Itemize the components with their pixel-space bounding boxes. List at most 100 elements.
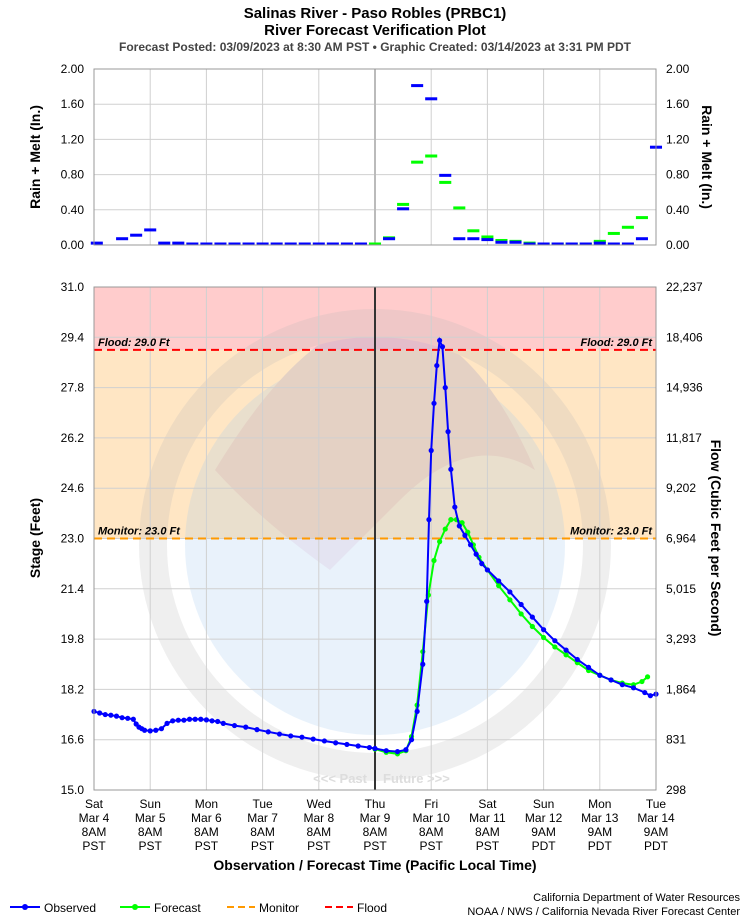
precip-panel: 0.00 0.40 0.80 1.20 1.60 2.00 0.00 0.40 0.80 1.2… [27, 62, 715, 252]
observed-point [321, 738, 328, 744]
x-tick-line: 9AM [531, 825, 556, 839]
observed-point [164, 720, 170, 726]
precip-tick-left: 1.60 [61, 97, 85, 111]
observed-point [276, 731, 283, 737]
forecast-point [529, 623, 535, 630]
flow-tick-right: 9,202 [666, 481, 696, 495]
stage-tick-left: 15.0 [61, 783, 85, 797]
observed-point [426, 517, 432, 523]
observed-point [630, 685, 637, 691]
observed-series-points [91, 337, 659, 755]
x-tick-line: 8AM [475, 825, 500, 839]
observed-point [366, 744, 372, 751]
chart-title-line1: Salinas River - Paso Robles (PRBC1) [244, 5, 507, 22]
observed-point [585, 664, 592, 670]
x-tick-line: Fri [424, 797, 438, 811]
legend-monitor-label: Monitor [259, 901, 299, 915]
legend-item-forecast: Forecast [120, 901, 201, 915]
observed-point [310, 736, 316, 742]
x-tick-line: Mar 12 [525, 811, 563, 825]
observed-point [113, 713, 120, 719]
observed-point [428, 447, 434, 454]
credit-line1: California Department of Water Resources [533, 892, 740, 904]
x-tick-line: 8AM [194, 825, 219, 839]
observed-point [647, 693, 653, 699]
observed-point [507, 589, 513, 595]
credit-line2: NOAA / NWS / California Nevada River For… [467, 906, 740, 918]
x-tick-label: Sun Mar 5 8AM PST [135, 797, 166, 853]
x-tick-line: Mar 6 [191, 811, 222, 825]
observed-point [158, 726, 165, 732]
forecast-point [639, 678, 645, 685]
forecast-point [442, 526, 448, 532]
x-tick-line: Sun [533, 797, 554, 811]
legend-observed-label: Observed [44, 901, 96, 915]
observed-point [355, 743, 361, 749]
stage-tick-left: 29.4 [61, 330, 85, 344]
stage-ylabel-right: Flow (Cubic Feet per Second) [708, 440, 724, 637]
observed-point [467, 542, 474, 548]
observed-point [243, 724, 249, 730]
observed-point [448, 466, 454, 472]
legend-item-flood: Flood [325, 901, 387, 915]
observed-point [192, 716, 198, 722]
x-tick-line: PST [363, 839, 387, 853]
legend-forecast-marker [132, 904, 138, 910]
x-tick-label: Fri Mar 10 8AM PST [413, 797, 451, 853]
x-tick-line: Mar 13 [581, 811, 619, 825]
x-tick-line: 9AM [644, 825, 669, 839]
observed-point [473, 551, 479, 557]
observed-point [186, 716, 193, 722]
forecast-point [437, 539, 443, 545]
observed-point [141, 727, 148, 733]
x-tick-label: Tue Mar 14 9AM PDT [637, 797, 675, 853]
observed-point [265, 729, 271, 735]
x-tick-line: Mar 8 [303, 811, 334, 825]
forecast-point [431, 557, 437, 564]
precip-tick-left: 0.00 [61, 238, 85, 252]
observed-point [439, 344, 446, 350]
monitor-label-left: Monitor: 23.0 Ft [98, 526, 181, 538]
x-tick-line: PST [139, 839, 163, 853]
x-tick-label: Wed Mar 8 8AM PST [303, 797, 334, 853]
observed-point [479, 561, 485, 567]
forecast-point [541, 634, 547, 641]
observed-point [170, 718, 176, 724]
observed-point [203, 717, 209, 723]
x-tick-line: PDT [588, 839, 613, 853]
precip-tick-right: 2.00 [666, 62, 690, 76]
observed-point [198, 716, 204, 722]
x-tick-line: 8AM [138, 825, 163, 839]
x-tick-line: 9AM [587, 825, 612, 839]
observed-point [175, 717, 181, 723]
flow-tick-right: 5,015 [666, 582, 696, 596]
forecast-point [496, 583, 502, 589]
past-label: <<< Past [313, 771, 368, 786]
observed-point [215, 718, 221, 725]
x-tick-line: Mar 7 [247, 811, 278, 825]
observed-point [130, 716, 136, 722]
forecast-point [552, 644, 558, 650]
observed-point [119, 715, 125, 721]
x-tick-label: Sun Mar 12 9AM PDT [525, 797, 563, 853]
x-tick-line: Mar 5 [135, 811, 166, 825]
x-tick-line: PST [307, 839, 331, 853]
x-tick-line: Sat [85, 797, 104, 811]
stage-tick-left: 16.6 [61, 733, 85, 747]
precip-frame [93, 68, 657, 246]
observed-point [288, 733, 294, 739]
observed-point [484, 567, 490, 573]
observed-point [394, 749, 401, 755]
x-tick-line: PDT [532, 839, 557, 853]
observed-point [231, 722, 238, 729]
flow-tick-right: 298 [666, 783, 686, 797]
observed-point [619, 682, 625, 688]
observed-point [344, 741, 350, 748]
observed-point [597, 672, 603, 678]
x-tick-label: Mon Mar 6 8AM PST [191, 797, 222, 853]
observed-point [108, 712, 114, 718]
observed-point [518, 601, 524, 608]
observed-point [462, 532, 468, 538]
observed-point [403, 747, 409, 753]
